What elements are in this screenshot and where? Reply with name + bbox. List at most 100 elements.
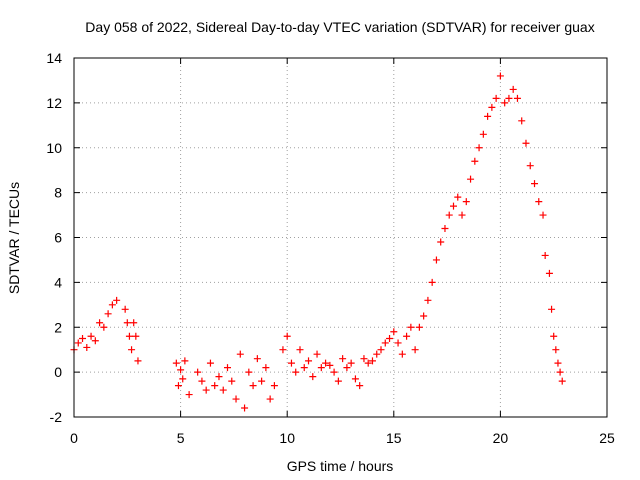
- data-point: [121, 305, 129, 313]
- data-point: [368, 357, 376, 365]
- data-point: [554, 359, 562, 367]
- data-point: [172, 359, 180, 367]
- data-point: [454, 193, 462, 201]
- x-axis-label: GPS time / hours: [287, 458, 394, 474]
- data-point: [96, 319, 104, 327]
- data-point: [479, 130, 487, 138]
- data-point: [296, 346, 304, 354]
- data-point: [420, 312, 428, 320]
- data-point: [283, 332, 291, 340]
- data-point: [509, 85, 517, 93]
- data-point: [100, 323, 108, 331]
- y-tick-label: 8: [54, 185, 62, 201]
- data-point: [232, 395, 240, 403]
- data-point: [377, 346, 385, 354]
- data-point: [471, 157, 479, 165]
- data-point: [449, 202, 457, 210]
- data-point: [541, 251, 549, 259]
- data-point: [330, 368, 338, 376]
- data-point: [394, 339, 402, 347]
- data-point: [181, 357, 189, 365]
- data-point: [390, 328, 398, 336]
- data-point: [445, 211, 453, 219]
- data-point: [249, 382, 257, 390]
- data-point: [441, 225, 449, 233]
- data-point: [270, 382, 278, 390]
- data-point: [266, 395, 274, 403]
- data-point: [343, 364, 351, 372]
- data-point: [437, 238, 445, 246]
- data-point: [206, 359, 214, 367]
- data-point: [123, 319, 131, 327]
- data-point: [174, 382, 182, 390]
- data-point: [300, 364, 308, 372]
- data-point: [194, 368, 202, 376]
- x-tick-label: 25: [599, 430, 615, 446]
- data-point: [132, 332, 140, 340]
- data-point: [262, 364, 270, 372]
- data-point: [411, 346, 419, 354]
- data-point: [403, 332, 411, 340]
- data-point: [317, 364, 325, 372]
- data-point: [128, 346, 136, 354]
- y-tick-label: 6: [54, 230, 62, 246]
- data-point: [432, 256, 440, 264]
- data-point: [313, 350, 321, 358]
- data-point: [198, 377, 206, 385]
- y-tick-label: 2: [54, 319, 62, 335]
- data-point: [228, 377, 236, 385]
- data-point: [548, 305, 556, 313]
- data-point: [326, 361, 334, 369]
- data-point: [347, 359, 355, 367]
- data-point: [364, 359, 372, 367]
- x-tick-label: 5: [177, 430, 185, 446]
- data-point: [309, 373, 317, 381]
- data-point: [108, 301, 116, 309]
- data-point: [381, 339, 389, 347]
- data-point: [484, 112, 492, 120]
- data-point: [501, 99, 509, 107]
- data-point: [356, 382, 364, 390]
- data-points: [70, 72, 566, 412]
- data-point: [202, 386, 210, 394]
- data-point: [79, 334, 87, 342]
- data-point: [475, 144, 483, 152]
- data-point: [334, 377, 342, 385]
- data-point: [496, 72, 504, 80]
- data-point: [531, 180, 539, 188]
- data-point: [134, 357, 142, 365]
- data-point: [241, 404, 249, 412]
- data-point: [351, 375, 359, 383]
- data-point: [556, 368, 564, 376]
- data-point: [360, 355, 368, 363]
- data-point: [386, 334, 394, 342]
- data-point: [550, 332, 558, 340]
- x-tick-label: 0: [70, 430, 78, 446]
- data-point: [179, 375, 187, 383]
- data-point: [522, 139, 530, 147]
- data-point: [279, 346, 287, 354]
- data-point: [211, 382, 219, 390]
- grid-lines: [74, 58, 607, 417]
- y-tick-label: 12: [46, 95, 62, 111]
- data-point: [488, 103, 496, 111]
- data-point: [415, 323, 423, 331]
- data-point: [518, 117, 526, 125]
- data-point: [258, 377, 266, 385]
- plot-frame: [73, 57, 608, 418]
- x-tick-label: 15: [386, 430, 402, 446]
- data-point: [113, 296, 121, 304]
- data-point: [305, 357, 313, 365]
- data-point: [219, 386, 227, 394]
- y-tick-label: 0: [54, 364, 62, 380]
- data-point: [458, 211, 466, 219]
- data-point: [539, 211, 547, 219]
- data-point: [428, 278, 436, 286]
- y-tick-label: 4: [54, 274, 62, 290]
- data-point: [287, 359, 295, 367]
- y-tick-label: -2: [50, 409, 63, 425]
- data-point: [398, 350, 406, 358]
- data-point: [87, 332, 95, 340]
